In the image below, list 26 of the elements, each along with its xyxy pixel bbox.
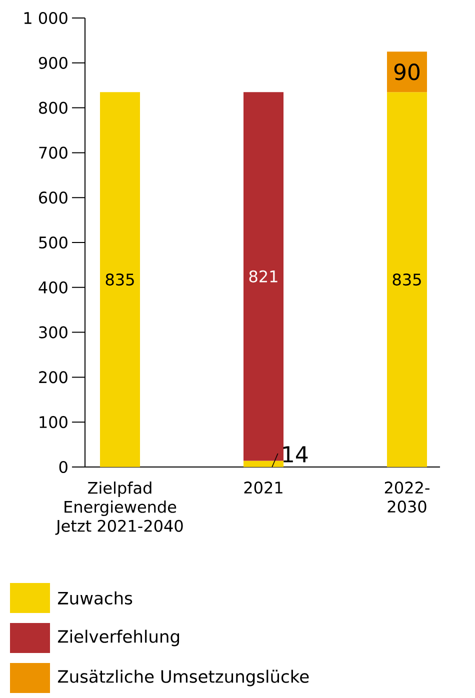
bar xyxy=(386,92,427,467)
bar xyxy=(386,52,427,92)
data-label: 835 xyxy=(392,273,421,286)
y-tick-label: 0 xyxy=(59,460,68,474)
y-tick-label: 200 xyxy=(39,371,68,384)
data-label: 821 xyxy=(249,270,278,282)
y-tick-label: 100 xyxy=(40,416,68,428)
x-tick-label: 2022-2030 xyxy=(384,482,430,513)
y-tick-label: 700 xyxy=(39,146,68,159)
data-label: 835 xyxy=(106,273,134,286)
y-tick-label: 400 xyxy=(38,281,68,294)
legend-label: Zuwachs xyxy=(58,591,132,605)
x-tick-label: 2021 xyxy=(244,482,282,494)
x-tick-label: Zielpfad Energiewende Jetzt 2021-2040 xyxy=(55,482,183,535)
data-label: 90 xyxy=(394,64,420,80)
y-tick-label: 800 xyxy=(39,102,68,114)
y-tick-label: 1 000 xyxy=(24,12,68,24)
bar xyxy=(100,92,140,467)
bar xyxy=(243,92,284,461)
y-tick-label: 600 xyxy=(39,192,68,204)
legend-label: Zielverfehlung xyxy=(58,630,180,646)
legend-label: Zusätzliche Umsetzungslücke xyxy=(58,670,309,686)
y-tick-label: 900 xyxy=(38,56,68,69)
y-tick-label: 300 xyxy=(39,326,68,338)
y-tick-label: 500 xyxy=(39,236,68,249)
bar xyxy=(243,460,284,467)
